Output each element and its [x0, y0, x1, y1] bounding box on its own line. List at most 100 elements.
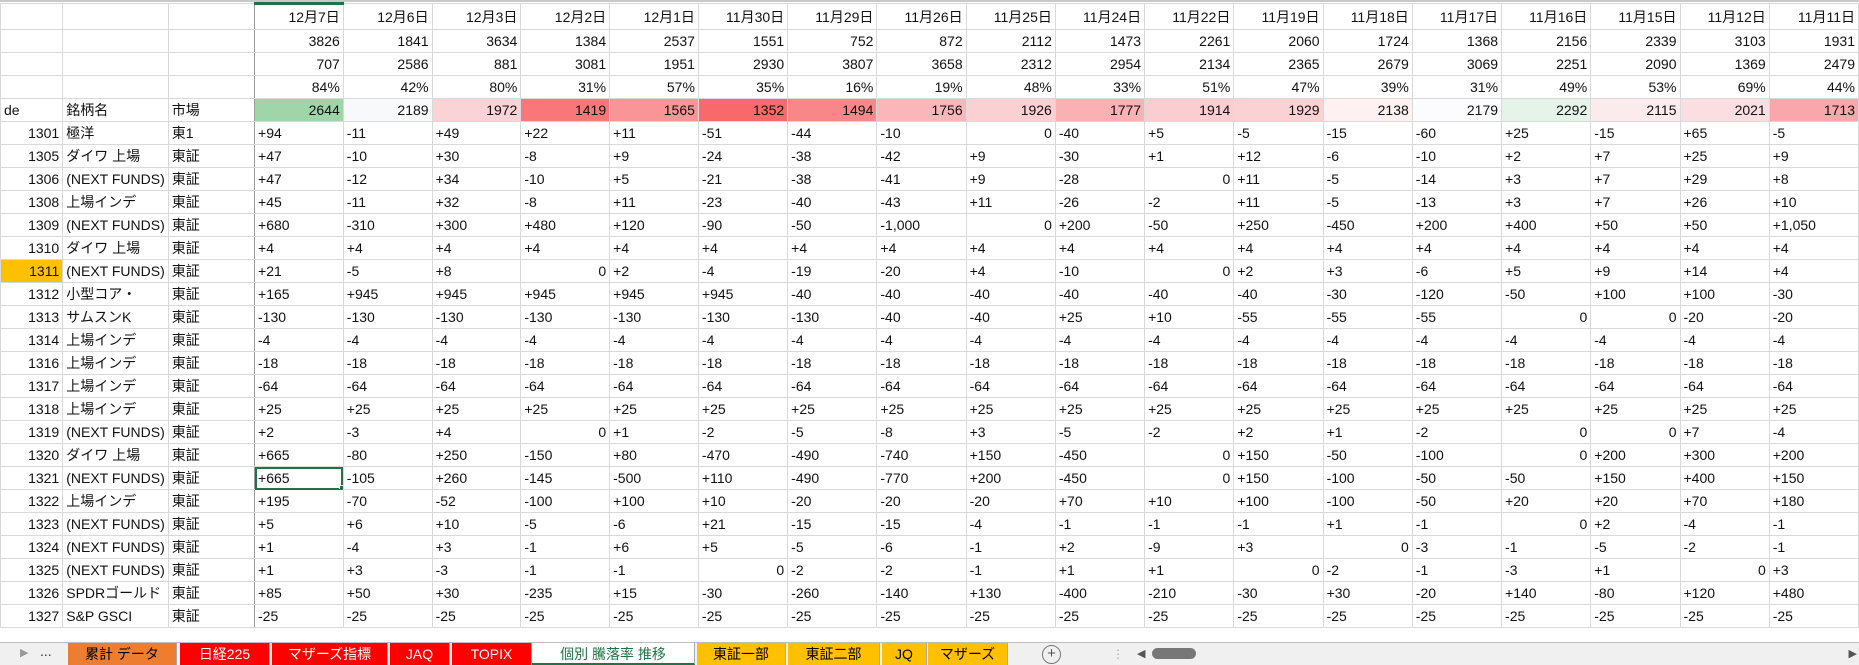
value-cell[interactable]: +665 [254, 443, 344, 467]
header-values-a-cell[interactable]: 2339 [1590, 29, 1681, 53]
value-cell[interactable]: +4 [965, 259, 1056, 283]
value-cell[interactable]: -40 [965, 305, 1056, 329]
code-cell[interactable]: 1322 [0, 489, 64, 513]
value-cell[interactable]: +150 [1233, 466, 1324, 490]
market-cell[interactable]: 東証 [167, 328, 256, 352]
value-cell[interactable]: +25 [1501, 397, 1592, 421]
value-cell[interactable]: -64 [1144, 374, 1235, 398]
value-cell[interactable]: +1 [254, 535, 344, 559]
value-cell[interactable]: +195 [254, 489, 344, 513]
value-cell[interactable]: -18 [1322, 351, 1413, 375]
value-cell[interactable]: -18 [1054, 351, 1146, 375]
value-cell[interactable]: -100 [1411, 443, 1503, 467]
header-values-a-cell[interactable]: 2112 [965, 29, 1056, 53]
value-cell[interactable]: 0 [1501, 420, 1592, 444]
value-cell[interactable]: -770 [876, 466, 967, 490]
value-cell[interactable]: -20 [876, 259, 967, 283]
value-cell[interactable]: -25 [431, 604, 522, 628]
value-cell[interactable]: -1 [520, 535, 611, 559]
add-sheet-button[interactable]: + [1042, 645, 1061, 664]
value-cell[interactable]: +165 [254, 282, 344, 306]
header-values-a-cell[interactable]: 1931 [1768, 29, 1859, 53]
value-cell[interactable]: +250 [431, 443, 522, 467]
value-cell[interactable]: -145 [520, 466, 611, 490]
value-cell[interactable]: +200 [1768, 443, 1859, 467]
header-values-a-cell[interactable]: 1368 [1411, 29, 1503, 53]
value-cell[interactable]: +4 [254, 236, 344, 260]
value-cell[interactable]: +110 [697, 466, 789, 490]
value-cell[interactable]: -5 [520, 512, 611, 536]
value-cell[interactable]: +5 [609, 167, 699, 191]
value-cell[interactable]: -30 [1233, 581, 1324, 605]
value-cell[interactable]: -20 [1679, 305, 1770, 329]
market-cell[interactable]: 東証 [167, 167, 256, 191]
value-cell[interactable]: -8 [520, 190, 611, 214]
value-cell[interactable]: -11 [342, 121, 433, 145]
value-cell[interactable]: +4 [520, 236, 611, 260]
value-cell[interactable]: 0 [1501, 305, 1592, 329]
header-values-a-cell[interactable]: 1724 [1322, 29, 1413, 53]
value-cell[interactable]: +7 [1590, 144, 1681, 168]
scroll-left-icon[interactable]: ◀ [1137, 648, 1146, 660]
market-cell[interactable]: 東証 [167, 604, 256, 628]
scroll-right-icon[interactable]: ▶ [1848, 648, 1857, 660]
value-cell[interactable]: +32 [431, 190, 522, 214]
value-cell[interactable]: +9 [965, 167, 1056, 191]
value-cell[interactable]: -51 [697, 121, 789, 145]
value-cell[interactable]: -10 [1411, 144, 1503, 168]
value-cell[interactable]: -55 [1411, 305, 1503, 329]
value-cell[interactable]: -5 [1322, 167, 1413, 191]
value-cell[interactable]: -44 [787, 121, 878, 145]
value-cell[interactable]: +200 [965, 466, 1056, 490]
code-cell[interactable]: 1316 [0, 351, 64, 375]
header-values-a-cell[interactable]: 752 [787, 29, 878, 53]
value-cell[interactable]: -64 [1501, 374, 1592, 398]
header-totals-cell[interactable]: 1777 [1054, 98, 1146, 122]
header-percents-cell[interactable]: 35% [697, 75, 789, 99]
value-cell[interactable]: +25 [697, 397, 789, 421]
value-cell[interactable]: +2 [1054, 535, 1146, 559]
empty-cell[interactable] [167, 29, 256, 53]
sheet-tab[interactable]: 日経225 [180, 643, 270, 665]
header-values-b-cell[interactable]: 2479 [1768, 52, 1859, 76]
value-cell[interactable]: -18 [876, 351, 967, 375]
value-cell[interactable]: -18 [965, 351, 1056, 375]
code-cell[interactable]: 1308 [0, 190, 64, 214]
value-cell[interactable]: -24 [697, 144, 789, 168]
empty-cell[interactable] [0, 29, 64, 53]
value-cell[interactable]: -4 [697, 259, 789, 283]
name-cell[interactable]: 上場インデ [62, 190, 169, 214]
value-cell[interactable]: +70 [1679, 489, 1770, 513]
value-cell[interactable]: +11 [1233, 190, 1324, 214]
value-cell[interactable]: +4 [609, 236, 699, 260]
empty-cell[interactable] [62, 75, 169, 99]
value-cell[interactable]: +4 [876, 236, 967, 260]
value-cell[interactable]: +15 [609, 581, 699, 605]
code-cell[interactable]: 1309 [0, 213, 64, 237]
name-cell[interactable]: (NEXT FUNDS) [62, 420, 169, 444]
value-cell[interactable]: -18 [609, 351, 699, 375]
market-cell[interactable]: 東証 [167, 558, 256, 582]
header-code-label[interactable]: de [0, 98, 64, 122]
market-cell[interactable]: 東証 [167, 535, 256, 559]
value-cell[interactable]: -52 [431, 489, 522, 513]
header-values-a-cell[interactable]: 3634 [431, 29, 522, 53]
value-cell[interactable]: -4 [1768, 420, 1859, 444]
header-totals-cell[interactable]: 1914 [1144, 98, 1235, 122]
value-cell[interactable]: -64 [1411, 374, 1503, 398]
value-cell[interactable]: +7 [1590, 167, 1681, 191]
empty-cell[interactable] [167, 52, 256, 76]
value-cell[interactable]: +10 [697, 489, 789, 513]
code-cell[interactable]: 1324 [0, 535, 64, 559]
value-cell[interactable]: -23 [697, 190, 789, 214]
value-cell[interactable]: -40 [787, 190, 878, 214]
value-cell[interactable]: -25 [1590, 604, 1681, 628]
value-cell[interactable]: -19 [787, 259, 878, 283]
header-values-a-cell[interactable]: 2060 [1233, 29, 1324, 53]
value-cell[interactable]: +150 [965, 443, 1056, 467]
value-cell[interactable]: 0 [965, 213, 1056, 237]
value-cell[interactable]: +3 [431, 535, 522, 559]
header-values-b-cell[interactable]: 2586 [342, 52, 433, 76]
value-cell[interactable]: -500 [609, 466, 699, 490]
header-dates-cell[interactable]: 11月12日 [1679, 3, 1770, 30]
